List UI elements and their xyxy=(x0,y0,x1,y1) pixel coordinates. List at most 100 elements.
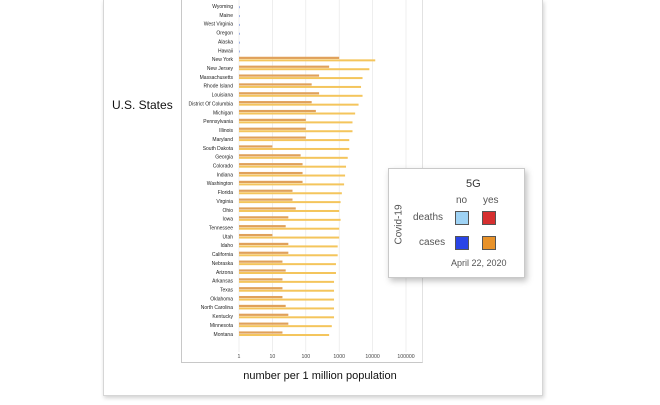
bar-deaths xyxy=(239,233,273,237)
category-label: Iowa xyxy=(222,217,233,223)
bar-deaths xyxy=(239,65,330,68)
bar-cases xyxy=(239,272,336,274)
bar-deaths xyxy=(239,225,286,228)
x-tick-label: 100 xyxy=(301,354,310,360)
category-label: Colorado xyxy=(213,163,234,169)
bar-cases xyxy=(239,298,335,301)
category-label: Hawaii xyxy=(218,48,233,54)
legend-col-yes: yes xyxy=(483,195,499,206)
bar-cases xyxy=(239,245,338,248)
bar-cases xyxy=(239,165,347,168)
category-label: North Carolina xyxy=(201,305,233,311)
bar-cases xyxy=(239,325,332,328)
legend-swatch-cases-no xyxy=(455,236,469,250)
category-label: South Dakota xyxy=(203,146,234,152)
bar-cases xyxy=(239,68,370,71)
bar-deaths xyxy=(239,304,286,308)
bar-cases xyxy=(239,289,335,292)
bar-deaths xyxy=(239,127,306,130)
category-label: Arizona xyxy=(216,270,233,276)
category-label: Pennsylvania xyxy=(203,119,233,125)
bar-deaths xyxy=(239,269,286,272)
bar-cases xyxy=(239,147,350,150)
bar-deaths xyxy=(239,216,289,219)
bar-cases xyxy=(239,192,342,195)
category-label: Nebraska xyxy=(212,261,234,267)
bar-cases xyxy=(239,50,240,53)
bar-cases xyxy=(239,236,340,239)
bar-cases xyxy=(239,130,353,133)
category-label: Kentucky xyxy=(212,314,233,320)
category-label: Ohio xyxy=(222,208,233,214)
x-tick-label: 10000 xyxy=(365,354,380,360)
bar-cases xyxy=(239,15,240,18)
bar-cases xyxy=(239,85,362,88)
bar-cases xyxy=(239,41,240,44)
category-label: Illinois xyxy=(219,128,233,134)
bar-cases xyxy=(239,59,376,62)
x-tick-label: 10 xyxy=(270,354,276,360)
bar-deaths xyxy=(239,313,289,316)
bar-deaths xyxy=(239,198,293,201)
category-label: Washington xyxy=(207,181,233,187)
category-label: Maine xyxy=(219,13,233,19)
category-label: Tennessee xyxy=(209,226,233,232)
bar-cases xyxy=(239,23,240,26)
category-label: District Of Columbia xyxy=(189,101,234,107)
bar-deaths xyxy=(239,180,303,183)
bar-cases xyxy=(239,156,348,159)
x-tick-label: 1000 xyxy=(333,354,345,360)
bar-deaths xyxy=(239,207,296,210)
bar-deaths xyxy=(239,287,283,290)
category-label: Rhode Island xyxy=(204,84,234,90)
bar-deaths xyxy=(239,322,289,325)
category-label: Virginia xyxy=(216,199,233,205)
legend-row-deaths: deaths xyxy=(413,212,444,223)
bar-cases xyxy=(239,32,240,35)
bar-deaths xyxy=(239,101,312,104)
legend-swatch-deaths-no xyxy=(455,211,469,225)
category-label: Oklahoma xyxy=(210,296,233,302)
bar-deaths xyxy=(239,109,316,113)
bar-cases xyxy=(239,139,350,142)
legend-swatch-cases-yes xyxy=(482,236,496,250)
legend-title: 5G xyxy=(466,178,481,190)
legend-date: April 22, 2020 xyxy=(451,258,507,268)
bar-deaths xyxy=(239,189,293,192)
category-label: Arkansas xyxy=(212,279,233,285)
bar-deaths xyxy=(239,278,283,281)
bar-cases xyxy=(239,77,363,80)
bar-cases xyxy=(239,307,335,310)
bar-deaths xyxy=(239,136,306,139)
bar-deaths xyxy=(239,331,283,334)
category-label: Idaho xyxy=(220,243,233,249)
category-label: Indiana xyxy=(217,172,234,178)
category-label: New York xyxy=(212,57,234,63)
category-label: Georgia xyxy=(215,155,233,161)
bar-cases xyxy=(239,174,346,177)
legend-side-label: Covid-19 xyxy=(393,204,405,245)
category-label: West Virginia xyxy=(204,22,233,28)
category-label: Maryland xyxy=(212,137,233,143)
bar-cases xyxy=(239,254,338,257)
row-axis-title: U.S. States xyxy=(112,98,173,112)
bar-cases xyxy=(239,263,336,266)
bar-cases xyxy=(239,209,340,212)
category-label: Minnesota xyxy=(210,323,233,329)
category-label: Massachusetts xyxy=(200,75,234,81)
bar-cases xyxy=(239,316,335,319)
legend-col-no: no xyxy=(456,195,468,206)
category-label: California xyxy=(212,252,233,258)
bar-cases xyxy=(239,94,363,97)
category-label: Oregon xyxy=(216,31,233,37)
category-label: Montana xyxy=(214,332,234,338)
category-label: Utah xyxy=(222,234,233,240)
bar-deaths xyxy=(239,295,283,299)
bar-deaths xyxy=(239,83,312,86)
bar-cases xyxy=(239,218,341,221)
bar-deaths xyxy=(239,74,320,77)
bar-cases xyxy=(239,280,335,283)
bar-deaths xyxy=(239,242,289,246)
bar-cases xyxy=(239,103,359,106)
